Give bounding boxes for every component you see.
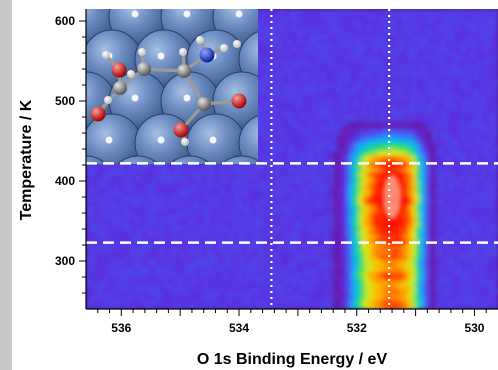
atom-n bbox=[199, 47, 215, 63]
y-tick-label: 400 bbox=[55, 174, 75, 188]
y-axis-title: Temperature / K bbox=[18, 99, 35, 220]
y-tick-label: 500 bbox=[55, 94, 75, 108]
reference-lines bbox=[86, 9, 498, 309]
axes: 536 534 532 530 300 400 500 600 bbox=[55, 9, 498, 335]
atom-c bbox=[113, 81, 127, 95]
atom-h bbox=[138, 48, 146, 56]
atom-o bbox=[90, 106, 106, 122]
left-margin-strip bbox=[0, 0, 12, 370]
atom-o bbox=[173, 122, 189, 138]
atom-h bbox=[220, 44, 228, 52]
atom-h bbox=[196, 36, 204, 44]
atom-c bbox=[137, 62, 151, 76]
y-tick-label: 300 bbox=[55, 254, 75, 268]
molecule-inset bbox=[86, 9, 258, 164]
atom-o bbox=[111, 62, 127, 78]
x-axis-title: O 1s Binding Energy / eV bbox=[197, 351, 388, 368]
atom-h bbox=[127, 70, 135, 78]
x-tick-label: 532 bbox=[347, 321, 367, 335]
atom-h bbox=[104, 96, 112, 104]
x-tick-label: 536 bbox=[111, 321, 131, 335]
y-tick-label: 600 bbox=[55, 14, 75, 28]
atom-c bbox=[197, 97, 211, 111]
atom-o bbox=[231, 93, 247, 109]
atom-h bbox=[233, 40, 241, 48]
atom-c bbox=[177, 64, 191, 78]
x-tick-label: 530 bbox=[464, 321, 484, 335]
molecule bbox=[90, 36, 247, 146]
atom-h bbox=[102, 51, 110, 59]
x-tick-label: 534 bbox=[229, 321, 249, 335]
atom-h bbox=[179, 48, 187, 56]
atom-h bbox=[181, 138, 189, 146]
